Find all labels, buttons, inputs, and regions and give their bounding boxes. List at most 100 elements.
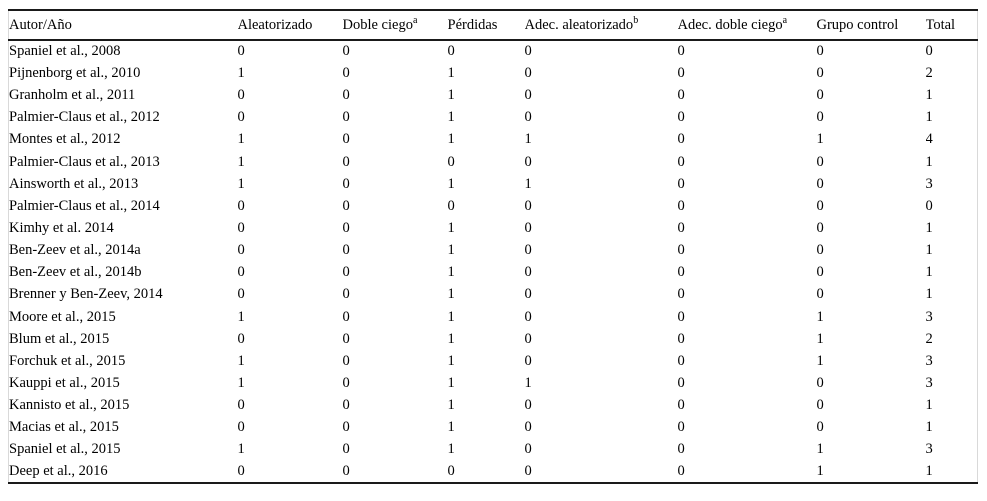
table-row: Granholm et al., 2011 0 0 1 0 0 0 1 [9,84,978,106]
table-row: Kauppi et al., 2015 1 0 1 1 0 0 3 [9,372,978,394]
score-cell: 1 [447,374,455,391]
study-name-cell: Ben-Zeev et al., 2014b [9,264,142,281]
study-name-cell: Kauppi et al., 2015 [9,374,120,391]
score-cell: 0 [677,330,685,347]
score-cell: 1 [925,87,933,104]
score-cell: 0 [342,64,350,81]
score-cell: 4 [925,131,933,148]
study-quality-table: Autor/Año Aleatorizado Doble ciegoa Pérdida… [8,9,978,484]
score-cell: 0 [342,397,350,414]
score-cell: 0 [677,264,685,281]
score-cell: 0 [237,419,245,436]
score-cell: 1 [447,397,455,414]
score-cell: 1 [816,462,824,479]
score-cell: 0 [816,175,824,192]
score-cell: 1 [447,109,455,126]
column-header-4: Adec. aleatorizadob [524,10,678,41]
table-row: Macias et al., 2015 0 0 1 0 0 0 1 [9,416,978,438]
score-cell: 1 [524,374,532,391]
score-cell: 1 [237,64,245,81]
score-cell: 0 [237,397,245,414]
score-cell: 1 [237,374,245,391]
score-cell: 0 [237,242,245,259]
score-cell: 0 [342,197,350,214]
score-cell: 0 [677,109,685,126]
table-row: Moore et al., 2015 1 0 1 0 0 1 3 [9,306,978,328]
score-cell: 0 [677,286,685,303]
score-cell: 0 [237,219,245,236]
score-cell: 0 [237,264,245,281]
table-row: Ben-Zeev et al., 2014a 0 0 1 0 0 0 1 [9,239,978,261]
score-cell: 3 [925,441,933,458]
score-cell: 1 [447,441,455,458]
score-cell: 1 [447,308,455,325]
score-cell: 0 [677,352,685,369]
score-cell: 1 [925,397,933,414]
score-cell: 0 [816,397,824,414]
study-name-cell: Ainsworth et al., 2013 [9,175,139,192]
table-row: Blum et al., 2015 0 0 1 0 0 1 2 [9,328,978,350]
column-header-1: Aleatorizado [237,10,343,41]
table-row: Kimhy et al. 2014 0 0 1 0 0 0 1 [9,217,978,239]
score-cell: 0 [342,441,350,458]
score-cell: 1 [925,462,933,479]
score-cell: 1 [925,286,933,303]
table-body: Spaniel et al., 2008 0 0 0 0 0 0 0 Pijnenborg et… [9,40,978,483]
study-name-cell: Deep et al., 2016 [9,462,108,479]
score-cell: 0 [342,308,350,325]
score-cell: 0 [237,87,245,104]
score-cell: 2 [925,64,933,81]
score-cell: 0 [677,441,685,458]
score-cell: 0 [524,264,532,281]
score-cell: 0 [816,374,824,391]
study-name-cell: Brenner y Ben-Zeev, 2014 [9,286,163,303]
score-cell: 0 [342,153,350,170]
score-cell: 0 [816,43,824,60]
score-cell: 1 [447,419,455,436]
score-cell: 1 [925,219,933,236]
study-name-cell: Kimhy et al. 2014 [9,219,114,236]
score-cell: 0 [342,43,350,60]
table-row: Kannisto et al., 2015 0 0 1 0 0 0 1 [9,394,978,416]
score-cell: 0 [524,352,532,369]
score-cell: 0 [524,330,532,347]
column-header-label: Autor/Año [9,16,72,33]
score-cell: 1 [816,330,824,347]
score-cell: 1 [816,131,824,148]
score-cell: 1 [816,352,824,369]
score-cell: 0 [447,153,455,170]
study-name-cell: Forchuk et al., 2015 [9,352,126,369]
score-cell: 0 [816,242,824,259]
score-cell: 0 [524,286,532,303]
score-cell: 1 [237,175,245,192]
score-cell: 0 [524,64,532,81]
score-cell: 0 [342,330,350,347]
score-cell: 0 [524,109,532,126]
table-row: Spaniel et al., 2008 0 0 0 0 0 0 0 [9,40,978,62]
score-cell: 0 [342,264,350,281]
table-row: Ben-Zeev et al., 2014b 0 0 1 0 0 0 1 [9,261,978,283]
score-cell: 0 [342,242,350,259]
table-row: Brenner y Ben-Zeev, 2014 0 0 1 0 0 0 1 [9,284,978,306]
score-cell: 0 [816,419,824,436]
score-cell: 1 [925,264,933,281]
score-cell: 0 [816,197,824,214]
score-cell: 0 [677,397,685,414]
column-header-label: Doble ciego [342,16,413,33]
column-header-label: Adec. aleatorizado [524,16,634,33]
study-quality-table-container: Autor/Año Aleatorizado Doble ciegoa Pérdida… [8,9,978,484]
score-cell: 0 [524,419,532,436]
score-cell: 0 [342,109,350,126]
column-header-5: Adec. doble ciegoa [677,10,817,41]
study-name-cell: Ben-Zeev et al., 2014a [9,242,141,259]
column-header-3: Pérdidas [447,10,525,41]
score-cell: 0 [237,109,245,126]
score-cell: 3 [925,352,933,369]
column-header-footnote-marker: b [633,14,639,26]
score-cell: 0 [816,109,824,126]
table-row: Montes et al., 2012 1 0 1 1 0 1 4 [9,129,978,151]
score-cell: 1 [447,352,455,369]
score-cell: 1 [237,352,245,369]
score-cell: 0 [677,87,685,104]
score-cell: 0 [342,286,350,303]
